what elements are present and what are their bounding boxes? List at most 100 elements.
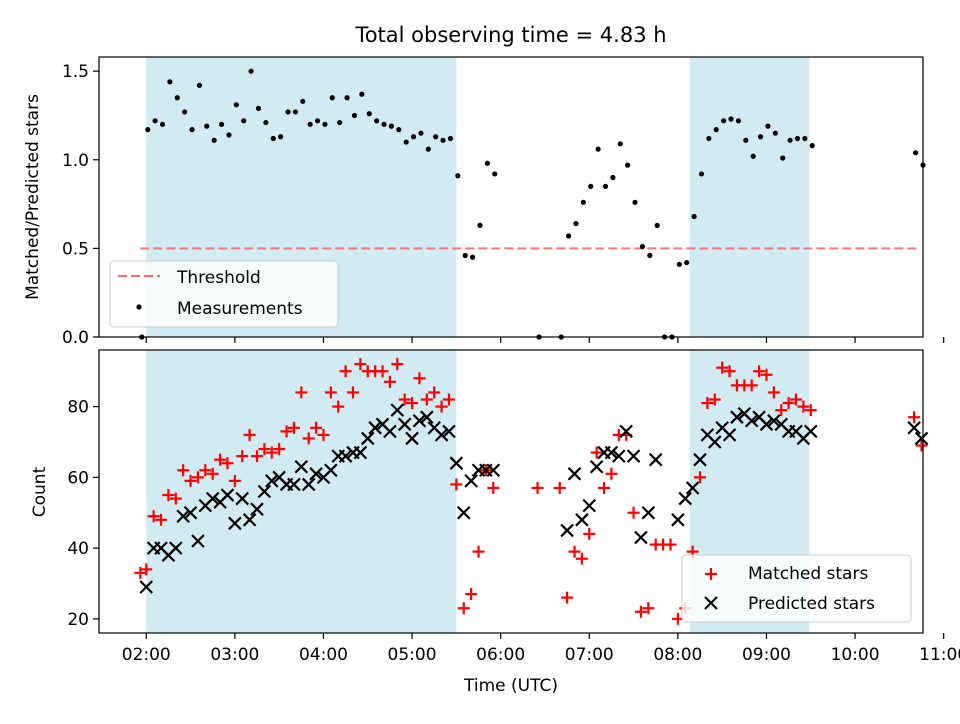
predicted-star-point	[619, 424, 633, 439]
matched-star-point	[317, 428, 330, 441]
matched-star-point	[701, 397, 714, 410]
measurement-point	[285, 109, 291, 115]
x-axis-label: Time (UTC)	[463, 676, 558, 696]
x-tick-label: 04:00	[299, 645, 348, 665]
bottom-axes-frame	[98, 349, 924, 634]
matched-star-point	[273, 443, 286, 456]
measurement-point	[794, 135, 801, 142]
matched-star-point	[206, 467, 219, 480]
matched-star-point	[435, 400, 448, 413]
matched-star-point	[634, 605, 647, 618]
predicted-star-point	[708, 435, 722, 449]
predicted-star-point	[486, 463, 501, 478]
legend-matched-label: Matched stars	[748, 564, 868, 584]
measurement-point	[226, 132, 232, 138]
x-tick-label: 11:00	[919, 645, 960, 665]
matched-star-point	[406, 397, 419, 410]
matched-star-point	[236, 450, 249, 463]
bottom-matched-points	[134, 358, 928, 625]
measurement-point	[573, 220, 579, 227]
predicted-star-point	[257, 484, 272, 499]
x-tick-label: 07:00	[565, 645, 614, 665]
predicted-star-point	[767, 413, 781, 428]
predicted-star-point	[383, 424, 397, 439]
matched-star-point	[553, 481, 566, 494]
bottom-x-ticks: 02:00 03:00 04:00 05:00 06:00 07:00 08:00 09:00…	[122, 633, 960, 665]
measurement-point	[462, 252, 468, 259]
predicted-star-point	[309, 467, 323, 481]
measurement-point	[388, 123, 394, 129]
predicted-star-point	[301, 477, 316, 492]
matched-star-point	[324, 386, 337, 399]
predicted-star-point	[589, 459, 604, 474]
measurement-point	[329, 95, 335, 101]
matched-star-point	[760, 368, 773, 381]
measurement-point	[632, 199, 638, 205]
matched-star-point	[140, 563, 153, 576]
legend-measurement-swatch	[136, 304, 142, 310]
measurement-point	[337, 119, 343, 126]
predicted-star-point	[722, 428, 737, 442]
matched-star-point	[258, 443, 271, 456]
predicted-star-point	[228, 516, 242, 531]
predicted-star-point	[693, 452, 707, 467]
y-tick-label: 0.0	[62, 328, 89, 348]
matched-star-point	[915, 439, 928, 452]
matched-star-point	[797, 400, 810, 413]
measurement-point	[182, 109, 188, 115]
measurement-point	[691, 213, 697, 220]
matched-star-point	[753, 365, 766, 378]
matched-star-point	[598, 481, 611, 494]
measurement-point	[913, 150, 919, 156]
measurement-point	[278, 134, 284, 140]
measurement-point	[204, 123, 210, 129]
predicted-star-point	[264, 474, 279, 488]
measurement-point	[676, 261, 682, 267]
measurement-point	[167, 79, 173, 85]
measurement-point	[588, 183, 594, 189]
measurement-point	[713, 127, 719, 133]
measurement-point	[440, 137, 446, 143]
measurement-point	[218, 121, 225, 127]
predicted-star-point	[604, 445, 619, 460]
predicted-star-point	[730, 410, 744, 424]
predicted-star-point	[759, 417, 774, 432]
matched-star-point	[354, 358, 367, 371]
observing-window	[689, 57, 810, 337]
predicted-star-point	[368, 421, 382, 435]
matched-star-point	[583, 527, 596, 540]
matched-star-point	[391, 358, 404, 371]
predicted-star-point	[567, 467, 582, 481]
measurement-point	[174, 95, 180, 101]
y-tick-label: 1.5	[62, 62, 89, 82]
predicted-star-point	[582, 498, 597, 513]
predicted-star-point	[456, 505, 471, 520]
measurement-point	[610, 174, 616, 181]
measurement-point	[721, 118, 727, 124]
measurement-point	[152, 118, 158, 124]
matched-star-point	[332, 400, 345, 413]
measurement-point	[735, 118, 742, 124]
predicted-star-point	[205, 491, 220, 506]
predicted-star-point	[634, 530, 648, 545]
x-tick-label: 09:00	[742, 645, 791, 665]
matched-star-point	[339, 365, 352, 378]
predicted-star-point	[420, 410, 434, 424]
x-tick-label: 06:00	[476, 645, 525, 665]
predicted-star-point	[183, 505, 198, 520]
y-tick-label: 40	[67, 539, 89, 559]
predicted-star-point	[803, 424, 818, 439]
matched-star-point	[265, 446, 278, 459]
y-tick-label: 20	[67, 610, 89, 630]
predicted-star-point	[169, 541, 183, 555]
x-tick-label: 05:00	[388, 645, 437, 665]
matched-star-point	[243, 428, 256, 441]
measurement-point	[433, 134, 439, 140]
matched-star-point	[664, 538, 677, 551]
matched-star-point	[228, 474, 241, 487]
measurement-point	[425, 146, 431, 152]
legend-predicted-label: Predicted stars	[748, 594, 875, 614]
measurement-point	[580, 199, 586, 205]
matched-star-point	[376, 365, 389, 378]
measurement-point	[743, 137, 749, 143]
